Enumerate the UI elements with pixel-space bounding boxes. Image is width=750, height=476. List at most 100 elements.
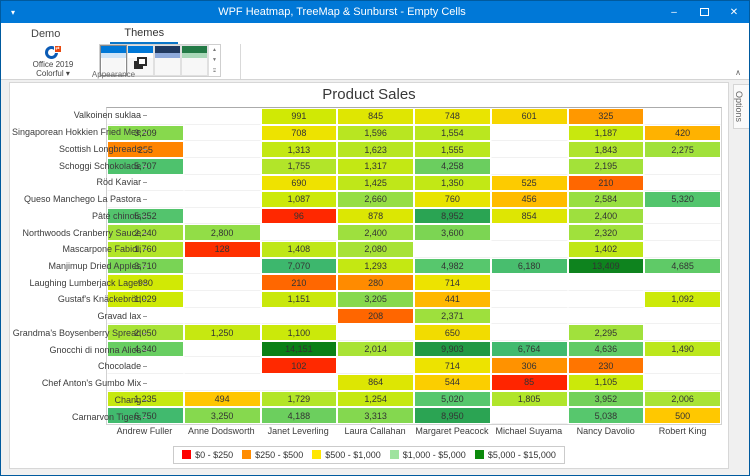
heatmap-cell[interactable]: 1,425 <box>337 174 414 192</box>
heatmap-cell[interactable]: 1,555 <box>414 141 491 158</box>
heatmap-cell[interactable]: 230 <box>567 357 645 375</box>
heatmap-cell[interactable] <box>490 124 568 142</box>
heatmap-cell[interactable] <box>183 357 261 375</box>
heatmap-cell[interactable] <box>183 290 261 308</box>
heatmap-cell[interactable]: 6,750 <box>107 407 184 424</box>
heatmap-cell[interactable]: 544 <box>414 374 491 391</box>
heatmap-cell[interactable]: 9,903 <box>414 340 491 358</box>
heatmap-cell[interactable]: 2,195 <box>567 157 645 175</box>
heatmap-cell[interactable]: 4,188 <box>260 407 338 424</box>
heatmap-cell[interactable] <box>567 274 645 291</box>
heatmap-cell[interactable]: 96 <box>260 207 338 225</box>
heatmap-cell[interactable]: 1,843 <box>567 141 645 158</box>
heatmap-cell[interactable] <box>183 307 261 325</box>
tab-themes[interactable]: Themes <box>110 23 179 44</box>
heatmap-cell[interactable] <box>644 157 721 175</box>
heatmap-cell[interactable]: 864 <box>337 374 414 391</box>
heatmap-cell[interactable]: 845 <box>337 108 414 125</box>
heatmap-cell[interactable] <box>414 241 491 258</box>
heatmap-cell[interactable] <box>490 290 568 308</box>
heatmap-cell[interactable]: 601 <box>490 108 568 125</box>
heatmap-cell[interactable]: 1,623 <box>337 141 414 158</box>
heatmap-cell[interactable]: 3,250 <box>183 407 261 424</box>
heatmap-cell[interactable] <box>644 241 721 258</box>
heatmap-cell[interactable]: 1,402 <box>567 241 645 258</box>
heatmap-cell[interactable]: 525 <box>490 174 568 192</box>
heatmap-cell[interactable]: 2,400 <box>567 207 645 225</box>
heatmap-cell[interactable] <box>567 290 645 308</box>
heatmap-cell[interactable] <box>183 174 261 192</box>
heatmap-cell[interactable] <box>644 357 721 375</box>
heatmap-cell[interactable]: 1,029 <box>107 290 184 308</box>
heatmap-cell[interactable]: 2,371 <box>414 307 491 325</box>
heatmap-cell[interactable] <box>260 307 338 325</box>
heatmap-cell[interactable]: 4,636 <box>567 340 645 358</box>
heatmap-cell[interactable]: 13,409 <box>567 257 645 275</box>
theme-thumbnail-green[interactable] <box>181 45 208 76</box>
heatmap-cell[interactable]: 2,584 <box>567 191 645 208</box>
heatmap-cell[interactable]: 3,600 <box>414 224 491 242</box>
collapse-ribbon-icon[interactable]: ∧ <box>735 68 741 77</box>
heatmap-cell[interactable]: 854 <box>490 207 568 225</box>
heatmap-cell[interactable]: 5,320 <box>644 191 721 208</box>
heatmap-cell[interactable]: 5,038 <box>567 407 645 424</box>
heatmap-cell[interactable]: 208 <box>337 307 414 325</box>
heatmap-cell[interactable] <box>183 257 261 275</box>
heatmap-cell[interactable]: 1,596 <box>337 124 414 142</box>
heatmap-cell[interactable] <box>337 357 414 375</box>
theme-thumbnail-dark-blue[interactable] <box>154 45 181 76</box>
heatmap-cell[interactable]: 2,295 <box>567 324 645 341</box>
heatmap-cell[interactable]: 500 <box>644 407 721 424</box>
heatmap-cell[interactable]: 456 <box>490 191 568 208</box>
heatmap-cell[interactable]: 7,070 <box>260 257 338 275</box>
heatmap-cell[interactable]: 1,250 <box>183 324 261 341</box>
heatmap-cell[interactable]: 8,950 <box>414 407 491 424</box>
heatmap-cell[interactable]: 1,350 <box>414 174 491 192</box>
heatmap-cell[interactable]: 1,755 <box>260 157 338 175</box>
heatmap-cell[interactable]: 420 <box>644 124 721 142</box>
heatmap-cell[interactable]: 2,050 <box>107 324 184 341</box>
heatmap-cell[interactable]: 1,187 <box>567 124 645 142</box>
heatmap-cell[interactable]: 3,952 <box>567 390 645 408</box>
heatmap-cell[interactable] <box>183 374 261 391</box>
quick-access-caret-icon[interactable]: ▾ <box>10 7 15 17</box>
heatmap-cell[interactable]: 2,660 <box>337 191 414 208</box>
heatmap-cell[interactable]: 3,205 <box>337 290 414 308</box>
heatmap-cell[interactable] <box>567 307 645 325</box>
heatmap-cell[interactable] <box>183 108 261 125</box>
heatmap-cell[interactable] <box>107 357 184 375</box>
heatmap-cell[interactable]: 1,729 <box>260 390 338 408</box>
heatmap-cell[interactable]: 1,554 <box>414 124 491 142</box>
heatmap-cell[interactable]: 494 <box>183 390 261 408</box>
heatmap-cell[interactable]: 85 <box>490 374 568 391</box>
heatmap-cell[interactable]: 2,006 <box>644 390 721 408</box>
heatmap-cell[interactable]: 1,151 <box>260 290 338 308</box>
heatmap-cell[interactable] <box>644 324 721 341</box>
heatmap-cell[interactable] <box>490 324 568 341</box>
gallery-more-icon[interactable]: ⍗ <box>212 67 216 74</box>
heatmap-cell[interactable]: 690 <box>260 174 338 192</box>
heatmap-cell[interactable] <box>107 374 184 391</box>
heatmap-cell[interactable] <box>644 224 721 242</box>
heatmap-cell[interactable] <box>644 108 721 125</box>
heatmap-cell[interactable]: 210 <box>567 174 645 192</box>
heatmap-cell[interactable] <box>260 224 338 242</box>
heatmap-cell[interactable] <box>490 407 568 424</box>
heatmap-cell[interactable]: 2,800 <box>183 224 261 242</box>
heatmap-cell[interactable] <box>490 307 568 325</box>
heatmap-cell[interactable]: 650 <box>414 324 491 341</box>
tab-demo[interactable]: Demo <box>31 27 61 40</box>
heatmap-cell[interactable]: 760 <box>414 191 491 208</box>
heatmap-cell[interactable]: 4,340 <box>107 340 184 358</box>
heatmap-cell[interactable]: 1,293 <box>337 257 414 275</box>
heatmap-cell[interactable]: 2,320 <box>567 224 645 242</box>
heatmap-cell[interactable]: 4,685 <box>644 257 721 275</box>
heatmap-cell[interactable]: 1,254 <box>337 390 414 408</box>
heatmap-cell[interactable]: 708 <box>260 124 338 142</box>
heatmap-cell[interactable]: 325 <box>567 108 645 125</box>
heatmap-cell[interactable]: 1,490 <box>644 340 721 358</box>
heatmap-cell[interactable] <box>183 207 261 225</box>
heatmap-cell[interactable]: 2,014 <box>337 340 414 358</box>
gallery-up-icon[interactable]: ▲ <box>212 47 217 54</box>
heatmap-cell[interactable]: 4,982 <box>414 257 491 275</box>
